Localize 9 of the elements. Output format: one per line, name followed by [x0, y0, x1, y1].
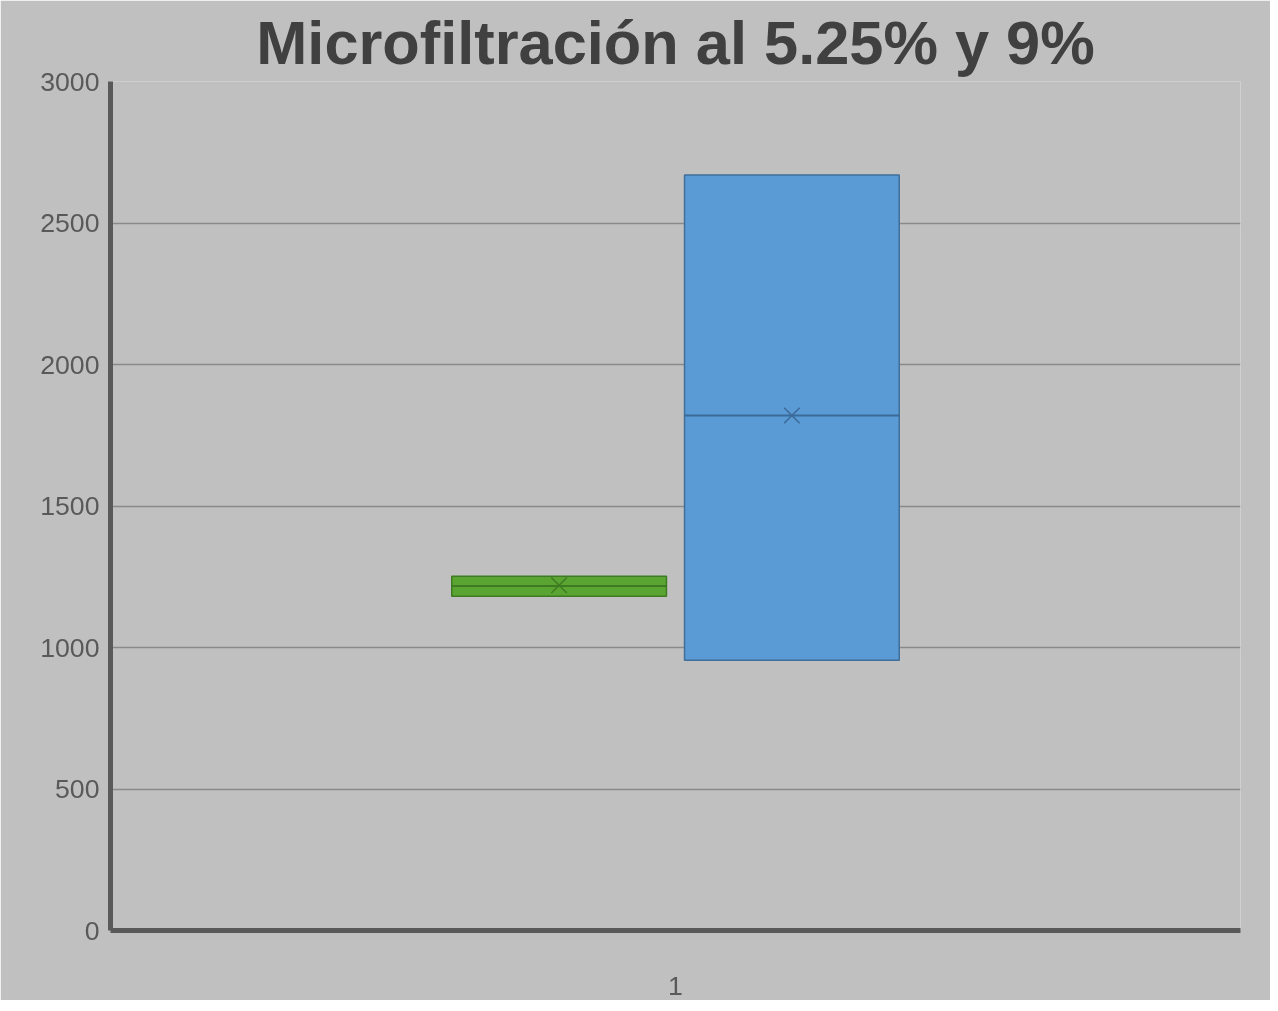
y-tick-label: 0: [84, 915, 100, 946]
y-tick-label: 2000: [40, 349, 100, 380]
chart-title: Microfiltración al 5.25% y 9%: [256, 7, 1095, 77]
x-tick-label: 1: [668, 970, 683, 1001]
y-tick-label: 1500: [40, 491, 100, 521]
y-tick-label: 1000: [40, 632, 100, 663]
y-tick-label: 3000: [40, 66, 100, 97]
y-tick-label: 2500: [40, 208, 100, 238]
y-tick-label: 500: [55, 774, 100, 804]
